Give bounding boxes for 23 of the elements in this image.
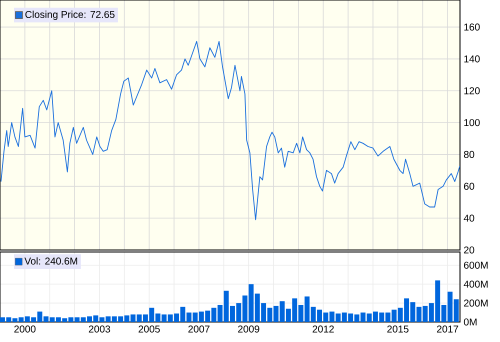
- y-tick-label: 0M: [464, 318, 477, 326]
- x-tick-label: 2000: [14, 326, 36, 333]
- x-tick-label: 2003: [88, 326, 110, 333]
- y-tick-label: 600M: [464, 262, 488, 269]
- y-tick-label: 160: [464, 24, 480, 31]
- line-series: [0, 40, 460, 220]
- x-tick-label: 2015: [387, 326, 408, 333]
- legend-label: Vol: 240.6M: [24, 257, 78, 265]
- y-tick-label: 20: [464, 246, 474, 254]
- y-tick-label: 80: [464, 150, 474, 158]
- x-tick-label: 2007: [188, 326, 210, 333]
- y-tick-label: 40: [464, 214, 474, 222]
- y-tick-label: 400M: [464, 280, 488, 288]
- y-tick-label: 120: [464, 87, 480, 94]
- x-tick-label: 2005: [138, 326, 160, 333]
- x-tick-label: 2009: [238, 326, 260, 333]
- y-tick-label: 140: [464, 55, 480, 62]
- x-tick-label: 2012: [312, 326, 334, 333]
- y-tick-label: 200M: [464, 300, 488, 307]
- x-tick-label: 2017: [436, 326, 458, 333]
- y-tick-label: 100: [464, 119, 480, 126]
- legend-label: Closing Price: 72.65: [25, 10, 115, 20]
- y-tick-label: 60: [464, 182, 474, 190]
